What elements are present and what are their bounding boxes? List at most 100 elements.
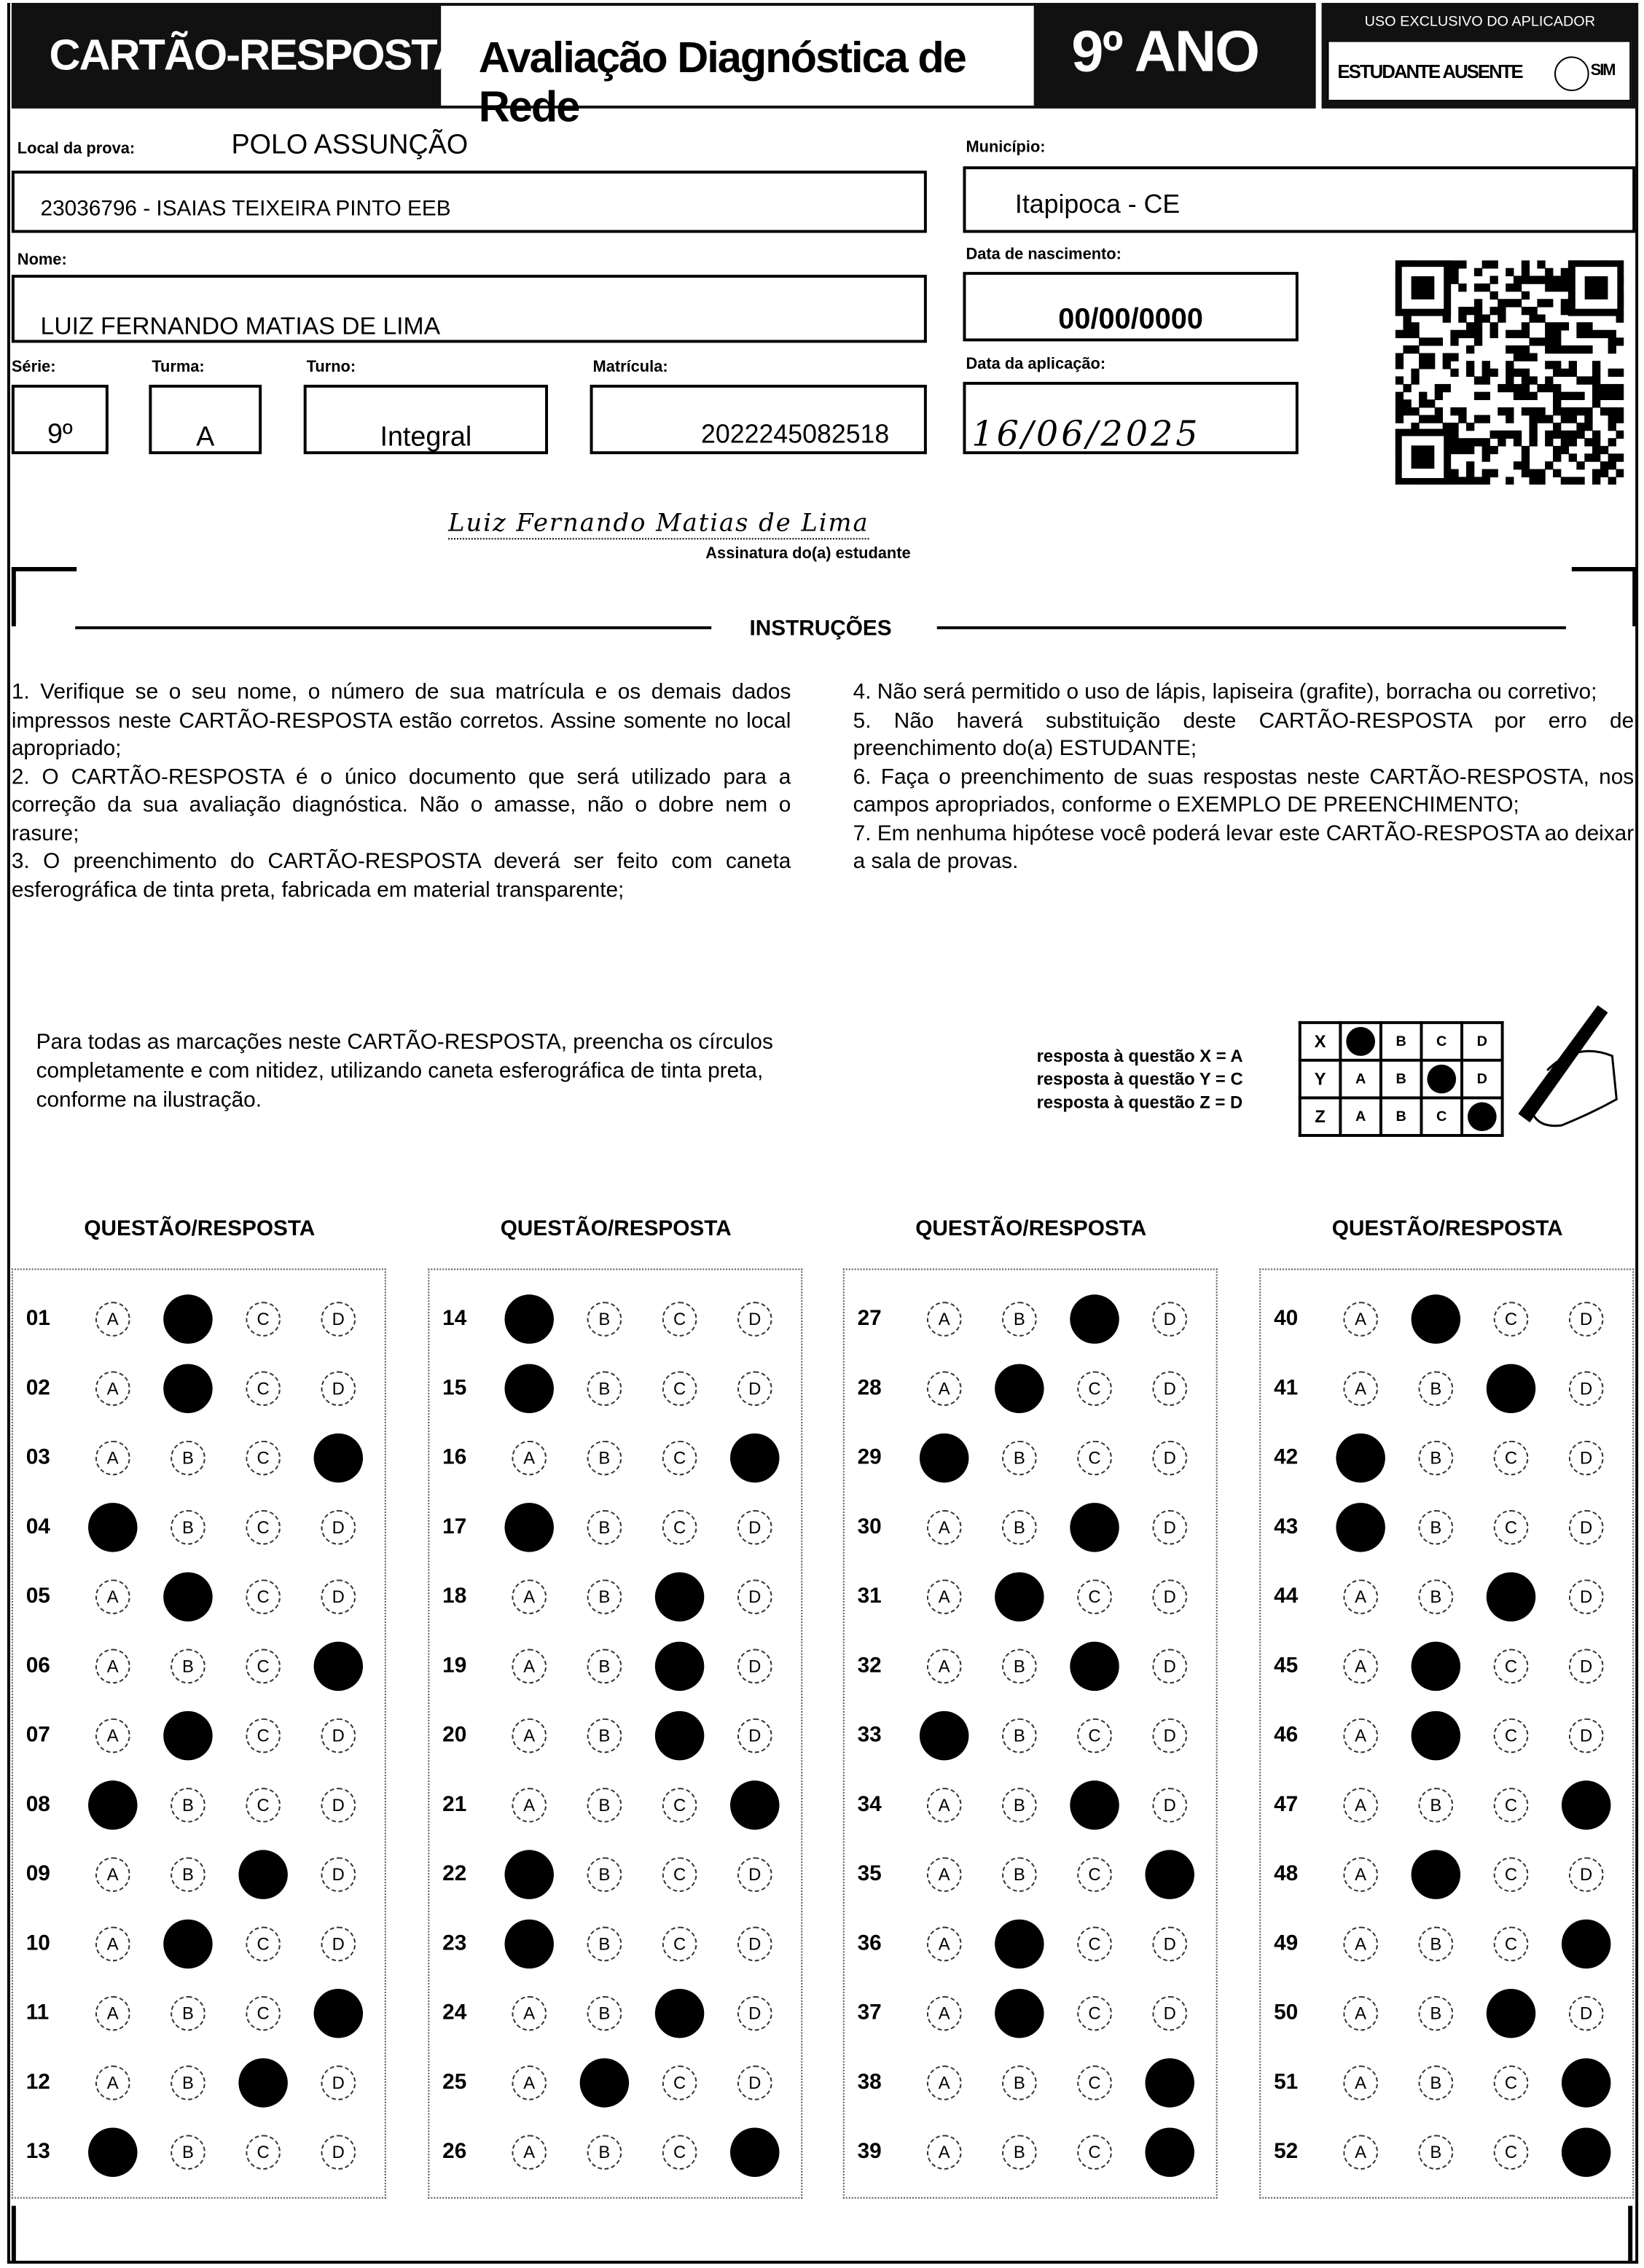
answer-bubble-28-a[interactable]: A <box>926 1371 962 1407</box>
answer-bubble-46-d[interactable]: D <box>1568 1718 1604 1753</box>
answer-bubble-9-a[interactable]: A <box>95 1857 130 1892</box>
answer-bubble-46-a[interactable]: A <box>1343 1718 1378 1753</box>
answer-bubble-14-a[interactable] <box>504 1294 554 1344</box>
answer-bubble-43-a[interactable] <box>1336 1503 1385 1552</box>
answer-bubble-3-b[interactable]: B <box>171 1440 206 1476</box>
answer-bubble-36-b[interactable] <box>995 1919 1044 1969</box>
answer-bubble-8-d[interactable]: D <box>321 1788 356 1823</box>
answer-bubble-36-d[interactable]: D <box>1152 1926 1188 1962</box>
answer-bubble-26-a[interactable]: A <box>512 2135 547 2170</box>
answer-bubble-32-a[interactable]: A <box>926 1649 962 1684</box>
answer-bubble-5-b[interactable] <box>163 1572 213 1622</box>
answer-bubble-25-d[interactable]: D <box>737 2065 772 2100</box>
answer-bubble-40-d[interactable]: D <box>1568 1302 1604 1337</box>
answer-bubble-22-c[interactable]: C <box>662 1857 697 1892</box>
answer-bubble-19-a[interactable]: A <box>512 1649 547 1684</box>
answer-bubble-17-a[interactable] <box>504 1503 554 1552</box>
answer-bubble-40-c[interactable]: C <box>1493 1302 1529 1337</box>
answer-bubble-38-d[interactable] <box>1145 2058 1194 2108</box>
answer-bubble-37-d[interactable]: D <box>1152 1995 1188 2031</box>
answer-bubble-17-d[interactable]: D <box>737 1510 772 1545</box>
answer-bubble-48-d[interactable]: D <box>1568 1857 1604 1892</box>
answer-bubble-6-b[interactable]: B <box>171 1649 206 1684</box>
answer-bubble-10-b[interactable] <box>163 1919 213 1969</box>
answer-bubble-4-c[interactable]: C <box>246 1510 281 1545</box>
answer-bubble-16-b[interactable]: B <box>587 1440 622 1476</box>
answer-bubble-49-a[interactable]: A <box>1343 1926 1378 1962</box>
answer-bubble-3-c[interactable]: C <box>246 1440 281 1476</box>
answer-bubble-27-b[interactable]: B <box>1002 1302 1037 1337</box>
answer-bubble-52-c[interactable]: C <box>1493 2135 1529 2170</box>
answer-bubble-43-c[interactable]: C <box>1493 1510 1529 1545</box>
answer-bubble-24-b[interactable]: B <box>587 1995 622 2031</box>
answer-bubble-17-b[interactable]: B <box>587 1510 622 1545</box>
answer-bubble-1-b[interactable] <box>163 1294 213 1344</box>
answer-bubble-38-a[interactable]: A <box>926 2065 962 2100</box>
answer-bubble-21-c[interactable]: C <box>662 1788 697 1823</box>
answer-bubble-4-a[interactable] <box>88 1503 138 1552</box>
answer-bubble-28-b[interactable] <box>995 1364 1044 1414</box>
answer-bubble-21-b[interactable]: B <box>587 1788 622 1823</box>
answer-bubble-30-d[interactable]: D <box>1152 1510 1188 1545</box>
answer-bubble-13-d[interactable]: D <box>321 2135 356 2170</box>
answer-bubble-9-d[interactable]: D <box>321 1857 356 1892</box>
answer-bubble-5-c[interactable]: C <box>246 1579 281 1614</box>
answer-bubble-19-b[interactable]: B <box>587 1649 622 1684</box>
answer-bubble-48-a[interactable]: A <box>1343 1857 1378 1892</box>
answer-bubble-45-d[interactable]: D <box>1568 1649 1604 1684</box>
answer-bubble-16-c[interactable]: C <box>662 1440 697 1476</box>
answer-bubble-13-c[interactable]: C <box>246 2135 281 2170</box>
answer-bubble-17-c[interactable]: C <box>662 1510 697 1545</box>
answer-bubble-40-a[interactable]: A <box>1343 1302 1378 1337</box>
answer-bubble-10-c[interactable]: C <box>246 1926 281 1962</box>
answer-bubble-6-c[interactable]: C <box>246 1649 281 1684</box>
answer-bubble-34-b[interactable]: B <box>1002 1788 1037 1823</box>
answer-bubble-44-d[interactable]: D <box>1568 1579 1604 1614</box>
answer-bubble-22-d[interactable]: D <box>737 1857 772 1892</box>
answer-bubble-18-a[interactable]: A <box>512 1579 547 1614</box>
answer-bubble-39-d[interactable] <box>1145 2127 1194 2177</box>
answer-bubble-48-b[interactable] <box>1411 1850 1461 1899</box>
answer-bubble-28-c[interactable]: C <box>1077 1371 1112 1407</box>
answer-bubble-9-b[interactable]: B <box>171 1857 206 1892</box>
answer-bubble-16-d[interactable] <box>730 1433 780 1483</box>
answer-bubble-30-a[interactable]: A <box>926 1510 962 1545</box>
answer-bubble-30-c[interactable] <box>1070 1503 1119 1552</box>
answer-bubble-1-a[interactable]: A <box>95 1302 130 1337</box>
answer-bubble-1-c[interactable]: C <box>246 1302 281 1337</box>
answer-bubble-52-d[interactable] <box>1561 2127 1611 2177</box>
answer-bubble-40-b[interactable] <box>1411 1294 1461 1344</box>
answer-bubble-12-b[interactable]: B <box>171 2065 206 2100</box>
answer-bubble-50-b[interactable]: B <box>1418 1995 1454 2031</box>
answer-bubble-51-b[interactable]: B <box>1418 2065 1454 2100</box>
answer-bubble-27-d[interactable]: D <box>1152 1302 1188 1337</box>
answer-bubble-21-a[interactable]: A <box>512 1788 547 1823</box>
answer-bubble-2-c[interactable]: C <box>246 1371 281 1407</box>
answer-bubble-26-d[interactable] <box>730 2127 780 2177</box>
answer-bubble-33-b[interactable]: B <box>1002 1718 1037 1753</box>
answer-bubble-31-b[interactable] <box>995 1572 1044 1622</box>
answer-bubble-26-b[interactable]: B <box>587 2135 622 2170</box>
answer-bubble-11-c[interactable]: C <box>246 1995 281 2031</box>
answer-bubble-35-d[interactable] <box>1145 1850 1194 1899</box>
answer-bubble-8-a[interactable] <box>88 1780 138 1830</box>
answer-bubble-36-a[interactable]: A <box>926 1926 962 1962</box>
answer-bubble-32-c[interactable] <box>1070 1641 1119 1692</box>
answer-bubble-18-c[interactable] <box>654 1572 705 1622</box>
answer-bubble-14-c[interactable]: C <box>662 1302 697 1337</box>
answer-bubble-11-b[interactable]: B <box>171 1995 206 2031</box>
answer-bubble-27-c[interactable] <box>1070 1294 1119 1344</box>
answer-bubble-3-a[interactable]: A <box>95 1440 130 1476</box>
answer-bubble-34-c[interactable] <box>1070 1780 1119 1830</box>
answer-bubble-45-a[interactable]: A <box>1343 1649 1378 1684</box>
answer-bubble-8-b[interactable]: B <box>171 1788 206 1823</box>
answer-bubble-23-b[interactable]: B <box>587 1926 622 1962</box>
answer-bubble-20-c[interactable] <box>654 1710 705 1761</box>
answer-bubble-12-a[interactable]: A <box>95 2065 130 2100</box>
answer-bubble-13-b[interactable]: B <box>171 2135 206 2170</box>
answer-bubble-26-c[interactable]: C <box>662 2135 697 2170</box>
answer-bubble-11-d[interactable] <box>313 1988 364 2038</box>
answer-bubble-24-d[interactable]: D <box>737 1995 772 2031</box>
answer-bubble-41-a[interactable]: A <box>1343 1371 1378 1407</box>
answer-bubble-46-c[interactable]: C <box>1493 1718 1529 1753</box>
